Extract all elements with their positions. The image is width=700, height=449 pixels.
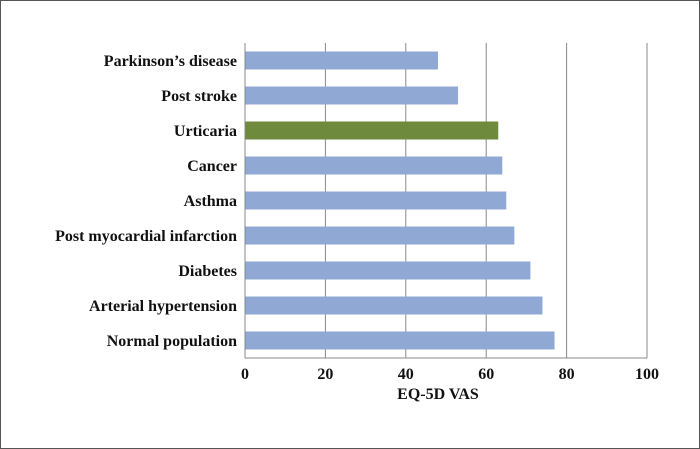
category-labels: Parkinson’s disease Post stroke Urticaria C…	[55, 53, 237, 350]
x-tick-label-20: 20	[317, 366, 333, 383]
x-tick-labels: 0 20 40 60 80 100	[241, 366, 659, 383]
bar-5	[245, 191, 507, 210]
x-tick-label-100: 100	[635, 366, 659, 383]
bar-3	[245, 121, 499, 140]
category-label: Urticaria	[174, 123, 237, 140]
bar-2	[245, 86, 459, 105]
x-tick-label-80: 80	[559, 366, 575, 383]
x-tick-label-0: 0	[241, 366, 249, 383]
category-label: Cancer	[187, 158, 237, 175]
bar-1	[245, 51, 438, 70]
bars	[245, 51, 555, 350]
x-axis-title: EQ-5D VAS	[397, 386, 479, 403]
category-label: Asthma	[184, 193, 237, 210]
category-label: Arterial hypertension	[89, 298, 237, 315]
category-label: Parkinson’s disease	[104, 53, 237, 70]
category-label: Diabetes	[178, 263, 237, 280]
x-tick-label-60: 60	[478, 366, 494, 383]
category-label: Post stroke	[161, 88, 237, 105]
bar-9	[245, 331, 555, 350]
x-tick-label-40: 40	[398, 366, 414, 383]
category-label: Normal population	[107, 333, 237, 350]
x-axis	[244, 43, 647, 359]
bar-6	[245, 226, 515, 245]
bar-7	[245, 261, 531, 280]
bar-8	[245, 296, 543, 315]
bar-4	[245, 156, 503, 175]
category-label: Post myocardial infarction	[55, 228, 237, 245]
